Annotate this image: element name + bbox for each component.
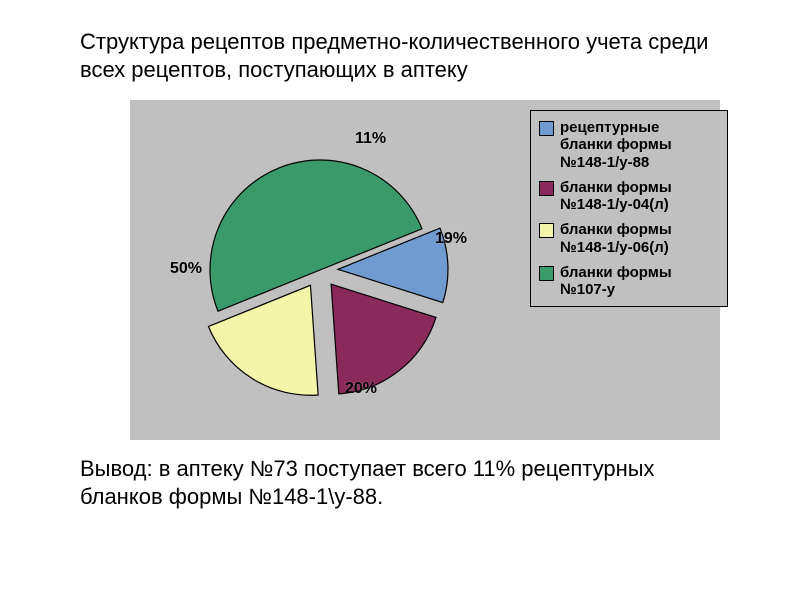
legend-swatch-3 — [539, 266, 554, 281]
pct-label-3: 50% — [170, 260, 202, 278]
pie-slice-3 — [210, 160, 422, 311]
legend-label-3: бланки формы №107-у — [560, 264, 710, 299]
legend-swatch-2 — [539, 223, 554, 238]
legend-label-2: бланки формы №148-1/у-06(л) — [560, 221, 710, 256]
conclusion-text: Вывод: в аптеку №73 поступает всего 11% … — [80, 455, 720, 510]
legend-item-1: бланки формы №148-1/у-04(л) — [539, 179, 719, 214]
legend-item-2: бланки формы №148-1/у-06(л) — [539, 221, 719, 256]
legend-item-3: бланки формы №107-у — [539, 264, 719, 299]
pct-label-1: 19% — [435, 230, 467, 248]
pie-slice-1 — [331, 284, 436, 394]
legend-label-1: бланки формы №148-1/у-04(л) — [560, 179, 710, 214]
pct-label-0: 11% — [355, 130, 386, 148]
legend: рецептурные бланки формы №148-1/у-88 блан… — [530, 110, 728, 307]
legend-label-0: рецептурные бланки формы №148-1/у-88 — [560, 119, 710, 171]
page-title: Структура рецептов предметно-количествен… — [80, 28, 720, 83]
legend-swatch-0 — [539, 121, 554, 136]
legend-item-0: рецептурные бланки формы №148-1/у-88 — [539, 119, 719, 171]
chart-area: 11% 19% 20% 50% рецептурные бланки формы №1… — [130, 100, 720, 440]
pct-label-2: 20% — [345, 380, 377, 398]
legend-swatch-1 — [539, 181, 554, 196]
